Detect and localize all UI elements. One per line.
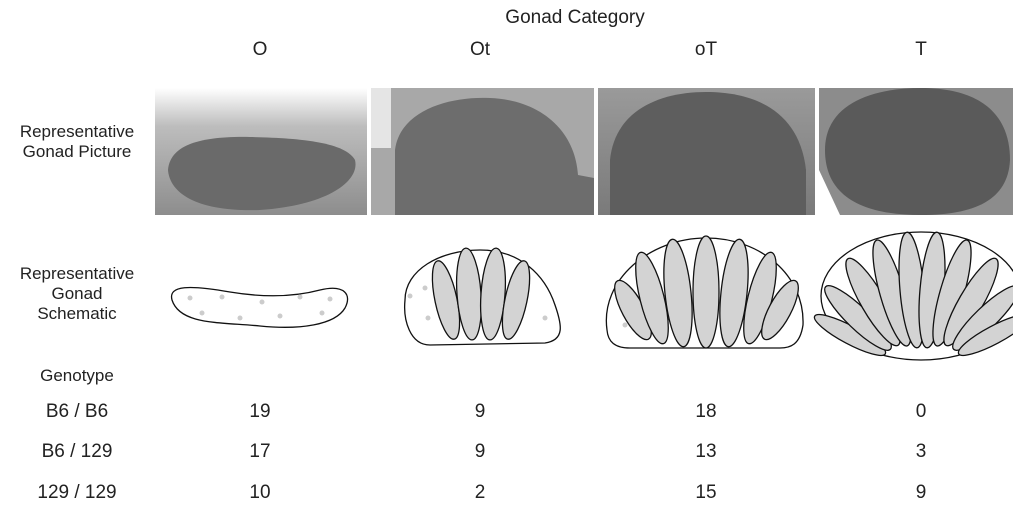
cell-dot [200,311,205,316]
column-header: oT [695,39,717,61]
cell-dot [220,295,225,300]
column-header: T [915,39,927,61]
genotype-label: B6 / 129 [42,441,113,463]
cell-dot [623,323,628,328]
row-label: Representative Gonad Picture [13,122,141,162]
genotype-label: B6 / B6 [46,401,108,423]
column-header: O [253,39,268,61]
count-cell: 9 [916,482,927,504]
artwork [0,0,1013,508]
cell-dot [278,314,283,319]
genotype-label: 129 / 129 [37,482,116,504]
row-label: Representative Gonad Schematic [13,264,141,324]
count-cell: 9 [475,401,486,423]
count-cell: 15 [695,482,716,504]
cell-dot [188,296,193,301]
count-cell: 9 [475,441,486,463]
cell-dot [423,286,428,291]
schematics [172,231,1013,362]
gonad-photo [155,88,367,215]
cell-dot [260,300,265,305]
cell-dot [238,316,243,321]
count-cell: 18 [695,401,716,423]
cell-dot [426,316,431,321]
count-cell: 0 [916,401,927,423]
cell-dot [328,297,333,302]
gonad-photo [819,88,1013,215]
count-cell: 13 [695,441,716,463]
schematic-o [172,287,348,327]
cell-dot [298,295,303,300]
count-cell: 17 [249,441,270,463]
count-cell: 19 [249,401,270,423]
column-header: Ot [470,39,490,61]
count-cell: 2 [475,482,486,504]
lobe [693,236,719,348]
count-cell: 10 [249,482,270,504]
header-title: Gonad Category [505,7,644,29]
gonad-photo [371,88,594,215]
gonad-photo [598,88,815,215]
cell-dot [408,294,413,299]
row-label: Genotype [13,366,141,386]
cell-dot [320,311,325,316]
count-cell: 3 [916,441,927,463]
cell-dot [543,316,548,321]
figure: Gonad Category Representative Gonad Pict… [0,0,1013,508]
